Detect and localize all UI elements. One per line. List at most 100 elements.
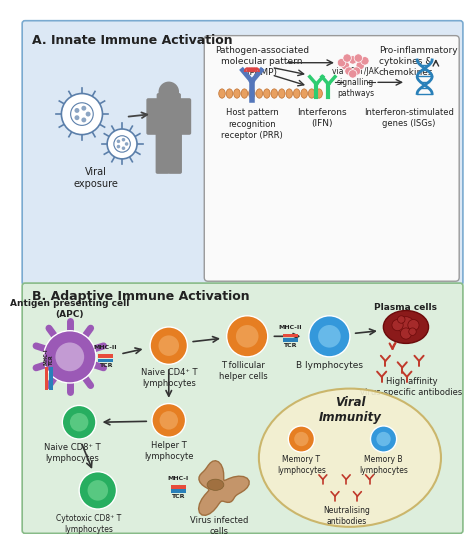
Text: MHC-II: MHC-II	[278, 325, 302, 330]
Circle shape	[74, 108, 80, 113]
Bar	[98, 354, 113, 358]
Text: T follicular
helper cells: T follicular helper cells	[219, 361, 268, 381]
Text: Cytotoxic CD8⁺ T
lymphocytes: Cytotoxic CD8⁺ T lymphocytes	[56, 514, 121, 534]
Ellipse shape	[316, 89, 322, 98]
Text: High affinity
virus-specific antibodies: High affinity virus-specific antibodies	[360, 377, 463, 397]
Ellipse shape	[383, 311, 428, 344]
FancyBboxPatch shape	[155, 131, 170, 174]
Text: TCR: TCR	[49, 355, 54, 365]
Text: via STAT/JAK
signalling
pathways: via STAT/JAK signalling pathways	[332, 67, 379, 98]
Text: Viral
exposure: Viral exposure	[73, 167, 118, 189]
Text: Naive CD8⁺ T
lymphocytes: Naive CD8⁺ T lymphocytes	[44, 443, 101, 463]
Bar	[49, 367, 53, 390]
Bar	[283, 334, 298, 337]
Circle shape	[86, 112, 91, 117]
Circle shape	[152, 403, 186, 437]
Circle shape	[337, 58, 346, 67]
Circle shape	[160, 411, 178, 430]
Circle shape	[356, 61, 365, 70]
Circle shape	[236, 325, 258, 347]
Ellipse shape	[264, 89, 270, 98]
Text: B. Adaptive Immune Activation: B. Adaptive Immune Activation	[32, 290, 250, 302]
Circle shape	[401, 328, 411, 339]
Ellipse shape	[234, 89, 240, 98]
Circle shape	[158, 82, 179, 102]
Circle shape	[227, 316, 268, 357]
Circle shape	[117, 145, 120, 148]
Circle shape	[71, 103, 93, 125]
Ellipse shape	[301, 89, 308, 98]
Text: Interferons
(IFN): Interferons (IFN)	[297, 108, 346, 128]
Circle shape	[55, 342, 84, 371]
FancyBboxPatch shape	[22, 21, 463, 285]
Ellipse shape	[279, 89, 285, 98]
Circle shape	[44, 331, 96, 383]
Text: Naive CD4⁺ T
lymphocytes: Naive CD4⁺ T lymphocytes	[140, 368, 197, 388]
Ellipse shape	[309, 89, 315, 98]
Ellipse shape	[259, 388, 441, 527]
Text: Helper T
lymphocyte: Helper T lymphocyte	[144, 441, 193, 461]
Ellipse shape	[207, 479, 224, 491]
Bar	[171, 490, 186, 493]
Circle shape	[62, 94, 102, 135]
Circle shape	[82, 106, 86, 110]
Text: MHC-I: MHC-I	[44, 349, 49, 365]
Circle shape	[361, 57, 369, 65]
Circle shape	[150, 327, 187, 364]
Circle shape	[158, 335, 179, 356]
Circle shape	[125, 142, 128, 146]
Circle shape	[392, 320, 403, 331]
FancyBboxPatch shape	[156, 93, 181, 138]
Text: A. Innate Immune Activation: A. Innate Immune Activation	[32, 34, 233, 47]
FancyBboxPatch shape	[177, 98, 191, 135]
Bar	[45, 367, 48, 390]
Text: TCR: TCR	[172, 494, 185, 499]
Circle shape	[354, 54, 363, 62]
Circle shape	[398, 316, 405, 323]
Circle shape	[352, 67, 361, 75]
Text: Pathogen-associated
molecular pattern
(PAMP): Pathogen-associated molecular pattern (P…	[215, 46, 309, 77]
Polygon shape	[199, 461, 249, 515]
Circle shape	[343, 54, 351, 62]
Circle shape	[376, 432, 391, 446]
Circle shape	[88, 480, 108, 501]
Text: Neutralising
antibodies: Neutralising antibodies	[323, 506, 370, 526]
Bar	[98, 359, 113, 362]
Bar	[171, 485, 186, 488]
Text: B lymphocytes: B lymphocytes	[296, 361, 363, 370]
Circle shape	[107, 129, 137, 159]
Circle shape	[294, 432, 309, 446]
Text: Antigen presenting cell
(APC): Antigen presenting cell (APC)	[10, 299, 129, 319]
FancyBboxPatch shape	[22, 283, 463, 533]
Text: Interferon-stimulated
genes (ISGs): Interferon-stimulated genes (ISGs)	[364, 108, 454, 128]
Text: Pro-inflammatory
cytokines &
chemokines: Pro-inflammatory cytokines & chemokines	[379, 46, 457, 77]
Bar	[283, 338, 298, 342]
Ellipse shape	[241, 89, 248, 98]
Text: Host pattern
recognition
receptor (PRR): Host pattern recognition receptor (PRR)	[221, 108, 283, 140]
Circle shape	[82, 118, 86, 123]
Circle shape	[318, 325, 341, 347]
Ellipse shape	[256, 89, 263, 98]
Text: TCR: TCR	[99, 364, 112, 369]
Circle shape	[62, 405, 96, 439]
Circle shape	[309, 316, 350, 357]
Circle shape	[122, 138, 125, 142]
Circle shape	[348, 70, 357, 78]
Circle shape	[409, 328, 416, 335]
Circle shape	[398, 317, 414, 334]
FancyBboxPatch shape	[204, 36, 459, 281]
Text: TCR: TCR	[283, 343, 297, 348]
Circle shape	[122, 147, 125, 150]
Ellipse shape	[293, 89, 300, 98]
Text: Memory T
lymphocytes: Memory T lymphocytes	[277, 455, 326, 475]
Text: Plasma cells: Plasma cells	[374, 302, 438, 312]
Text: Virus infected
cells: Virus infected cells	[190, 516, 248, 536]
Circle shape	[117, 139, 120, 143]
Ellipse shape	[219, 89, 225, 98]
Text: MHC-I: MHC-I	[167, 476, 189, 481]
Ellipse shape	[226, 89, 233, 98]
Text: Memory B
lymphocytes: Memory B lymphocytes	[359, 455, 408, 475]
Circle shape	[348, 56, 357, 64]
Circle shape	[341, 61, 349, 70]
Circle shape	[70, 413, 88, 431]
